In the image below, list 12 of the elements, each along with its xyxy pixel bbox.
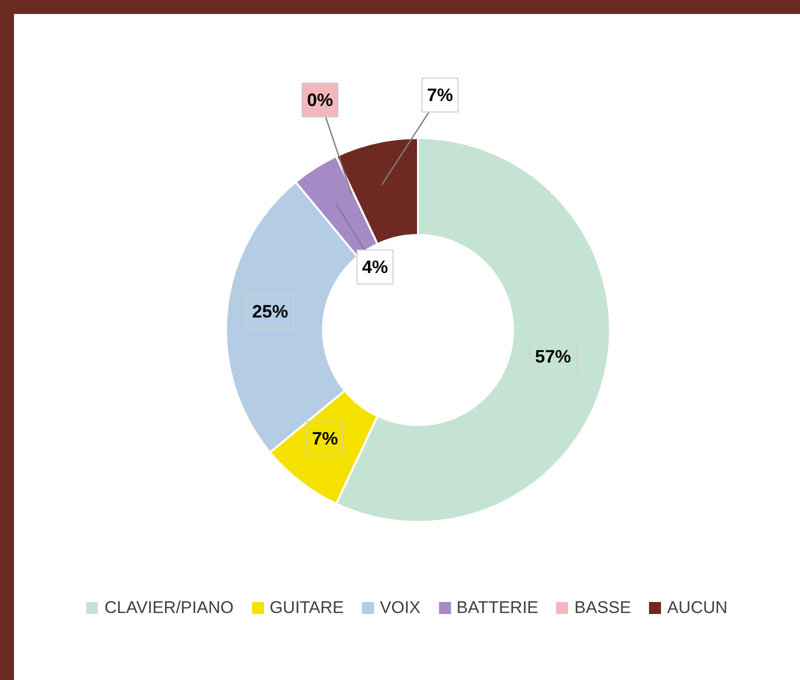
data-label: 7% (426, 85, 454, 105)
legend-label: BASSE (573, 598, 632, 618)
legend-label: VOIX (378, 598, 421, 618)
legend-label: BATTERIE (456, 598, 538, 618)
data-label: 4% (362, 257, 388, 277)
legend-label: AUCUN (666, 598, 728, 618)
data-label: 25% (252, 301, 288, 322)
legend-label: CLAVIER/PIANO (103, 598, 234, 618)
legend-label: GUITARE (268, 598, 344, 618)
data-label: 7% (312, 428, 338, 448)
text: 0% (306, 90, 334, 110)
data-label: 57% (535, 346, 572, 366)
